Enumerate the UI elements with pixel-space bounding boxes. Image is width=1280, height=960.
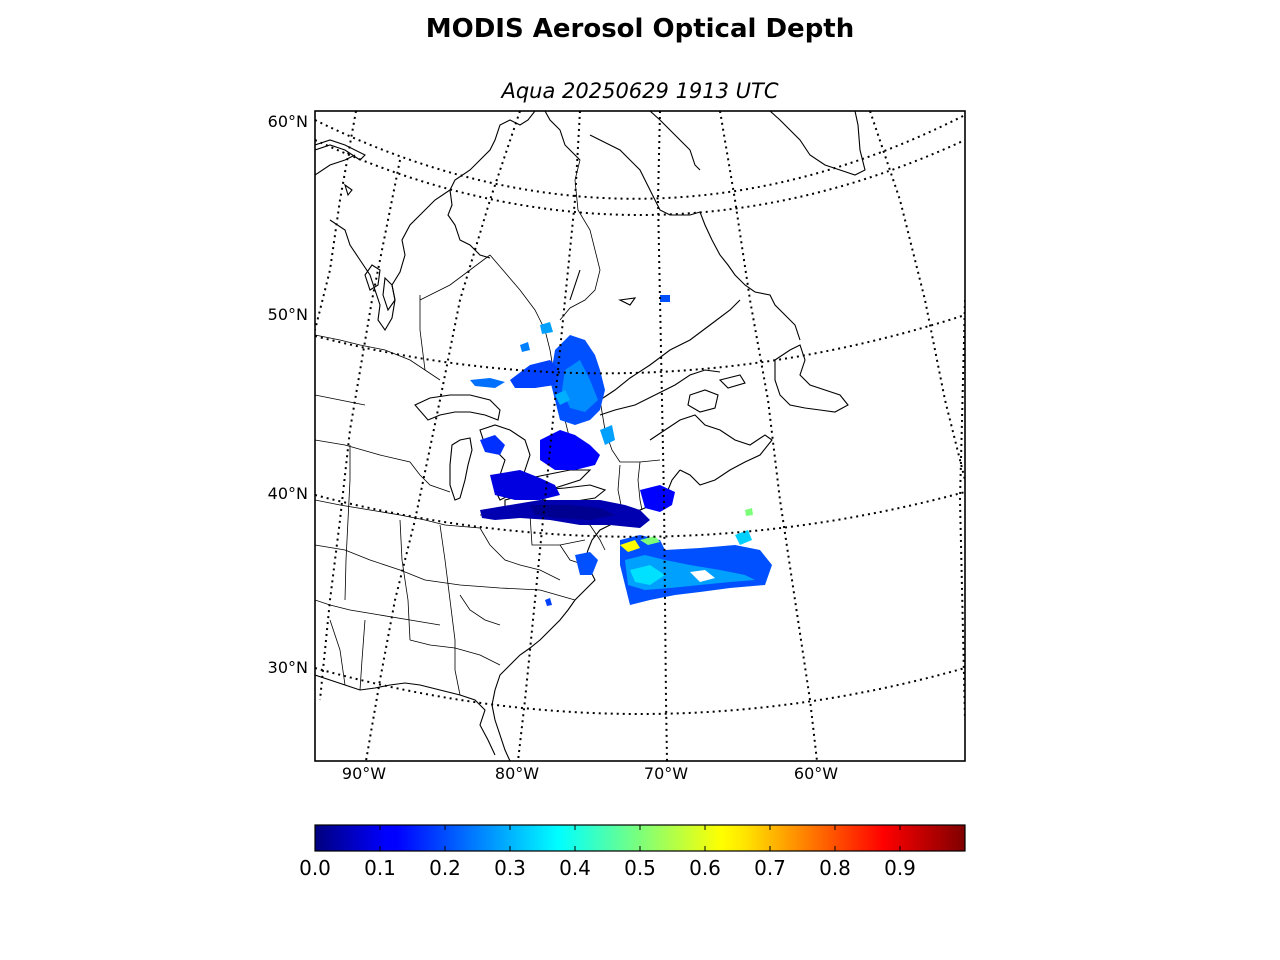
lat-label-50: 50°N [267,305,308,324]
colorbar-tick-label: 0.5 [624,856,656,880]
map-frame [314,110,966,762]
colorbar-tick-label: 0.2 [429,856,461,880]
colorbar-tick-label: 0.7 [754,856,786,880]
colorbar-ticks [379,825,901,851]
lat-label-40: 40°N [267,484,308,503]
lon-label-90w: 90°W [341,764,387,783]
chart-subtitle: Aqua 20250629 1913 UTC [501,79,779,103]
chart-title: MODIS Aerosol Optical Depth [425,14,855,44]
colorbar-tick-label: 0.9 [884,856,916,880]
lat-label-30: 30°N [267,658,308,677]
lat-label-60: 60°N [267,112,308,131]
graticule [315,111,965,761]
colorbar-tick-label: 0.8 [819,856,851,880]
colorbar-tick-label: 0.1 [364,856,396,880]
aod-data [470,295,772,606]
lon-label-80w: 80°W [494,764,540,783]
coastlines [315,111,866,761]
colorbar-tick-label: 0.6 [689,856,721,880]
lon-label-60w: 60°W [793,764,839,783]
map-content [315,111,965,761]
colorbar-tick-label: 0.3 [494,856,526,880]
lon-label-70w: 70°W [643,764,689,783]
colorbar-tick-label: 0.0 [299,856,331,880]
colorbar-tick-label: 0.4 [559,856,591,880]
